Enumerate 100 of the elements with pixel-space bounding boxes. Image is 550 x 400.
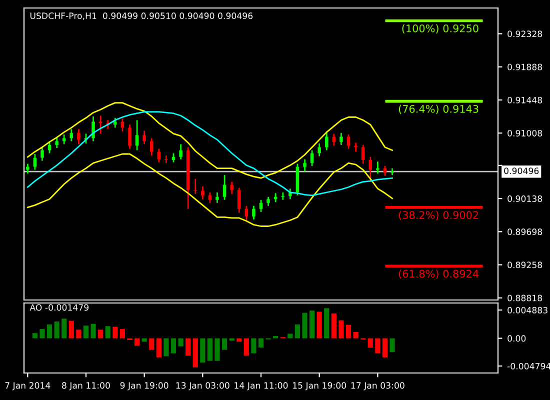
bar [156, 338, 162, 358]
candlestick [354, 142, 358, 152]
bar [294, 324, 300, 338]
bar [222, 338, 228, 350]
chart-title: USDCHF-Pro,H1 0.90499 0.90510 0.90490 0.90496 [30, 12, 253, 20]
candlestick [237, 187, 241, 214]
bar [62, 318, 67, 338]
candlestick [332, 132, 336, 146]
candlestick [26, 163, 30, 174]
candlestick [376, 160, 380, 174]
candlestick [77, 128, 80, 145]
y-tick-label: 0.92328 [508, 30, 542, 38]
candlestick [303, 158, 306, 172]
candlestick [281, 192, 285, 201]
bar [149, 338, 154, 350]
bar [83, 326, 89, 338]
y-tick-label: 0.90138 [508, 195, 542, 202]
y-tick-label: 0.91448 [508, 96, 542, 104]
bar [258, 338, 264, 348]
candlestick [142, 130, 146, 145]
x-tick-label: 8 Jan 11:00 [62, 382, 110, 390]
y-tick-label: 0.004883 [508, 306, 548, 314]
bar [324, 308, 330, 338]
candlestick [324, 130, 328, 151]
ref-line-label: (100%) 0.9250 [402, 24, 478, 34]
x-tick-label: 15 Jan 19:00 [293, 382, 346, 390]
bar [236, 338, 242, 342]
bar [382, 338, 388, 358]
y-tick-label: 0.89258 [508, 262, 542, 268]
candlestick [172, 152, 176, 163]
candlestick [135, 119, 139, 151]
x-tick-label: 13 Jan 03:00 [176, 382, 230, 390]
candlestick [128, 124, 132, 150]
candlestick [216, 192, 219, 204]
candlestick [318, 142, 321, 157]
bar [309, 310, 315, 338]
candlestick [244, 205, 248, 221]
candlestick [346, 134, 350, 150]
ref-line-label: 0.90496 [504, 168, 539, 174]
candlestick [120, 118, 124, 132]
bar [346, 324, 352, 338]
candlestick [55, 136, 58, 149]
candlestick [201, 186, 204, 200]
bar [251, 338, 256, 354]
candlestick [259, 199, 263, 213]
chart-title: AO -0.001479 [30, 304, 89, 311]
bar [170, 338, 176, 354]
candlestick [266, 196, 270, 207]
bar [98, 330, 104, 338]
bar [164, 338, 169, 356]
bar [142, 338, 147, 342]
ref-line-label: (38.2%) 0.9002 [398, 210, 478, 220]
bar [390, 338, 395, 352]
candlestick [361, 144, 365, 164]
line-series [26, 153, 393, 227]
candlestick [157, 148, 161, 163]
y-tick-label: 0.89698 [508, 228, 542, 236]
bar [316, 312, 322, 338]
ref-line-label: (61.8%) 0.8924 [398, 270, 478, 279]
x-tick-label: 9 Jan 19:00 [120, 382, 168, 390]
candlestick [288, 188, 292, 200]
bar [273, 336, 278, 338]
candlestick [194, 178, 198, 195]
bar [338, 320, 344, 338]
candlestick [40, 146, 44, 162]
candlestick [62, 134, 66, 145]
candlestick [179, 144, 182, 160]
y-tick-label: 0.91888 [508, 64, 542, 70]
bar [288, 334, 293, 338]
bar [353, 332, 358, 338]
bar [76, 330, 82, 338]
bar [331, 313, 336, 338]
candlestick [114, 117, 117, 128]
bar [178, 338, 184, 346]
candlestick [230, 181, 234, 195]
y-tick-label: 0.88818 [508, 294, 542, 302]
bar [46, 324, 52, 338]
bar [200, 338, 206, 363]
candlestick [383, 165, 387, 177]
bar [186, 338, 191, 356]
bar [134, 338, 140, 346]
bar [90, 324, 96, 338]
candlestick [368, 156, 372, 183]
candlestick [208, 192, 212, 204]
bar [368, 338, 373, 348]
bar [207, 338, 213, 361]
bar [32, 333, 38, 338]
ref-line-label: (76.4%) 0.9143 [398, 104, 478, 114]
candlestick [33, 153, 37, 170]
candlestick [340, 132, 343, 146]
x-tick-label: 7 Jan 2014 [5, 382, 50, 390]
bar [120, 329, 125, 338]
bar [40, 329, 45, 338]
bar [54, 322, 60, 338]
y-tick-label: 0.91008 [508, 130, 542, 136]
line-series [26, 111, 393, 196]
bar [244, 338, 249, 356]
bar [105, 326, 110, 338]
bar [192, 338, 198, 368]
candlestick [98, 114, 102, 134]
